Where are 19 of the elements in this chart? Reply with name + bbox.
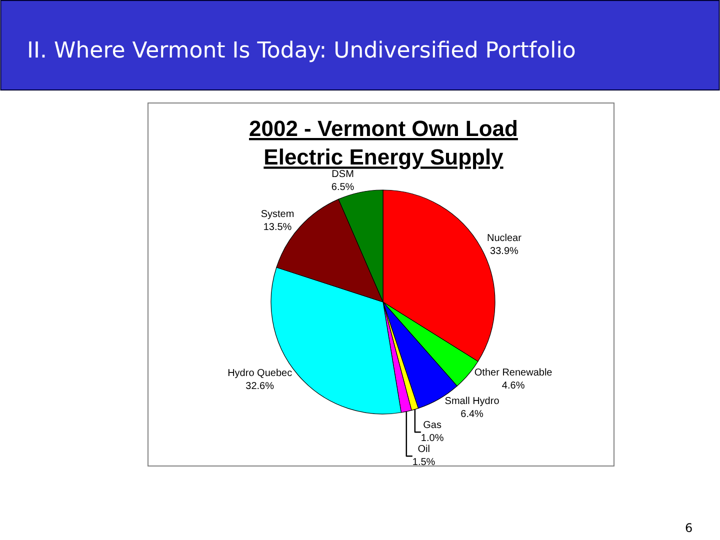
slice-label: Gas — [423, 420, 442, 432]
chart-title: II. Where Vermont Is Today: Undiversified Portfolio — [27, 38, 576, 64]
slice-label: DSM — [332, 168, 354, 180]
slice-label: Other Renewable — [474, 367, 553, 378]
slice-label: Oil — [418, 444, 430, 456]
slice-label: Small Hydro — [444, 396, 500, 408]
data-label: 1.5% — [412, 457, 436, 468]
data-label: 32.6% — [246, 381, 274, 392]
data-label: 13.5% — [263, 222, 292, 234]
slice-label: Nuclear — [486, 232, 522, 244]
chart-subtitle: 2002 - Vermont Own Load Electric Energy Supply — [249, 116, 518, 170]
data-label: 4.6% — [502, 380, 525, 392]
slice-label: Hydro Quebec — [228, 368, 292, 380]
text: 6 — [685, 521, 693, 535]
data-label: 6.5% — [331, 182, 354, 193]
data-label: 33.9% — [490, 246, 518, 257]
data-label: 1.0% — [420, 433, 444, 444]
slice-label: System — [260, 209, 294, 220]
data-label: 6.4% — [460, 409, 484, 420]
